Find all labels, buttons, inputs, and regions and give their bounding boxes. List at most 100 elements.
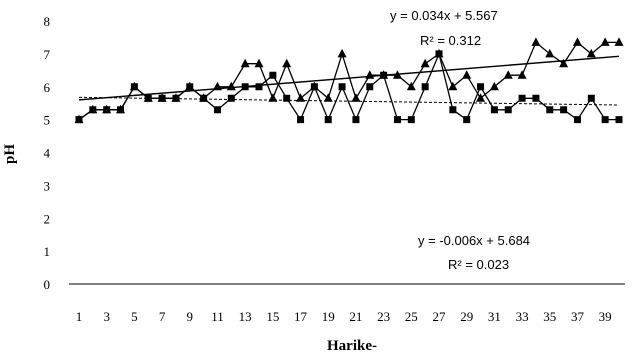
data-point-square [504,106,512,114]
x-tick-label: 19 [322,309,335,324]
data-point-triangle [240,58,250,68]
trendline-equation-square: y = -0.006x + 5.684 [418,233,530,248]
series-line-triangle [78,41,619,121]
data-point-triangle [296,93,306,102]
data-point-square [380,71,388,79]
x-tick-label: 1 [76,309,83,324]
data-point-triangle [337,48,347,58]
data-point-triangle [462,70,472,79]
data-point-square [352,116,360,124]
data-point-square [324,116,332,124]
data-point-triangle [282,58,292,68]
data-point-triangle [586,48,596,58]
series-line-square [78,51,619,122]
data-point-triangle [365,70,375,79]
x-tick-labels: 1 3 5 7 9 11 13 15 17 19 21 23 25 27 29 31 33 35 37 39 [76,309,612,324]
y-axis-label: pH [2,144,18,164]
data-point-square [393,116,401,124]
data-point-triangle [323,93,333,102]
data-point-square [615,116,623,124]
data-point-triangle [517,70,527,79]
data-point-square [255,83,263,91]
data-point-triangle [572,37,582,46]
data-point-square [213,106,221,114]
data-point-triangle [420,58,430,68]
data-point-square [75,116,83,124]
y-tick-label: 5 [44,113,51,128]
x-tick-label: 13 [239,309,252,324]
series-layer [78,41,619,122]
x-tick-label: 29 [460,309,473,324]
data-point-square [103,106,111,114]
data-point-square [560,106,568,114]
data-point-square [89,106,97,114]
data-point-triangle [600,37,610,46]
x-tick-label: 33 [516,309,529,324]
x-tick-label: 21 [349,309,362,324]
data-point-square [269,71,277,79]
data-point-square [518,94,526,102]
data-point-square [158,94,166,102]
x-tick-label: 25 [405,309,418,324]
data-point-triangle [503,70,513,79]
data-point-square [283,94,291,102]
x-axis-label: Harike- [327,338,377,354]
data-point-square [172,94,180,102]
y-tick-label: 3 [44,178,51,193]
data-point-triangle [559,58,569,68]
trendline-r2-square: R² = 0.023 [448,257,509,272]
x-tick-label: 9 [187,309,194,324]
data-point-triangle [351,93,361,102]
data-point-triangle [448,81,458,91]
markers [74,37,624,124]
x-tick-label: 7 [159,309,166,324]
x-tick-label: 15 [266,309,279,324]
data-point-triangle [268,93,278,102]
x-tick-label: 39 [599,309,612,324]
data-point-triangle [614,37,624,46]
data-point-square [587,94,595,102]
data-point-square [200,94,208,102]
x-tick-label: 35 [543,309,556,324]
data-point-square [477,83,485,91]
x-tick-label: 23 [377,309,390,324]
data-point-square [366,83,374,91]
x-tick-label: 11 [211,309,224,324]
data-point-triangle [406,81,416,91]
y-tick-label: 7 [44,47,51,62]
y-tick-label: 0 [44,277,51,292]
x-tick-label: 5 [131,309,138,324]
data-point-square [532,94,540,102]
y-tick-labels: 0 1 2 3 4 5 6 7 8 [44,14,51,292]
data-point-square [573,116,581,124]
data-point-triangle [489,81,499,91]
data-point-triangle [254,58,264,68]
x-tick-label: 31 [488,309,501,324]
data-point-square [407,116,415,124]
data-point-square [117,106,125,114]
data-point-square [421,83,429,91]
y-tick-label: 6 [44,80,51,95]
data-point-square [310,83,318,91]
y-tick-label: 4 [44,146,51,161]
data-point-square [435,50,443,58]
data-point-square [601,116,609,124]
data-point-square [130,83,138,91]
data-point-square [338,83,346,91]
x-tick-label: 37 [571,309,585,324]
data-point-triangle [476,93,486,102]
data-point-triangle [531,37,541,46]
data-point-square [241,83,249,91]
y-tick-label: 1 [44,244,51,259]
data-point-square [227,94,235,102]
data-point-triangle [545,48,555,58]
data-point-triangle [226,81,236,91]
data-point-square [463,116,471,124]
data-point-square [186,83,194,91]
trendline-equation-triangle: y = 0.034x + 5.567 [390,8,498,23]
data-point-square [144,94,152,102]
data-point-square [297,116,305,124]
data-point-square [546,106,554,114]
trendline-r2-triangle: R² = 0.312 [420,33,481,48]
